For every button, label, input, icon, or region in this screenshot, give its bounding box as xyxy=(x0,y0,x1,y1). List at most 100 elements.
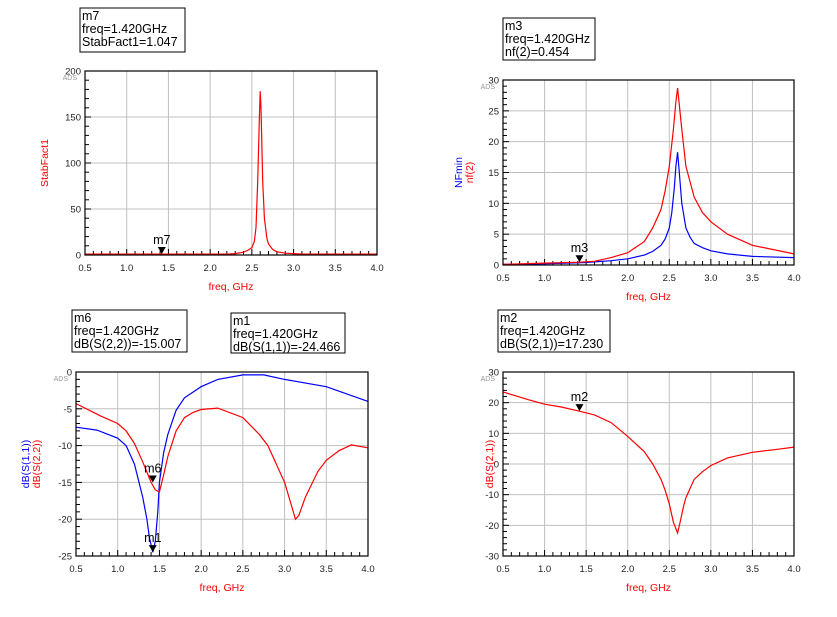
x-tick-label: 3.0 xyxy=(287,263,300,274)
x-tick-label: 0.5 xyxy=(69,564,82,575)
x-tick-label: 1.0 xyxy=(120,263,133,274)
x-tick-label: 3.5 xyxy=(329,263,342,274)
plot-frame xyxy=(75,371,369,557)
x-tick-label: 0.5 xyxy=(496,273,509,284)
ads-watermark: ADS xyxy=(481,376,496,383)
y-tick-label: 0 xyxy=(494,460,499,471)
y-tick-label: -15 xyxy=(58,478,72,489)
y-tick-label: 15 xyxy=(488,168,499,179)
y-axis-label: dB(S(1,1)) xyxy=(20,440,32,488)
y-tick-label: 0 xyxy=(494,261,499,272)
y-axis-label: dB(S(2,1)) xyxy=(484,440,496,488)
y-tick-label: -30 xyxy=(485,552,499,563)
marker-readout-line: m2 xyxy=(500,311,517,325)
marker-readout-line: StabFact1=1.047 xyxy=(82,35,178,49)
x-tick-label: 1.0 xyxy=(538,564,551,575)
ads-watermark: ADS xyxy=(481,84,496,91)
series-line-stabfact1 xyxy=(85,91,377,255)
x-tick-label: 1.5 xyxy=(153,564,166,575)
x-tick-label: 1.5 xyxy=(162,263,175,274)
marker-triangle-icon xyxy=(575,255,584,263)
y-tick-label: 0 xyxy=(76,251,81,262)
x-tick-label: 2.0 xyxy=(204,263,217,274)
series-line-db-s-1-1- xyxy=(75,374,369,553)
x-tick-label: 1.5 xyxy=(580,564,593,575)
x-tick-label: 3.5 xyxy=(746,273,759,284)
plot-frame xyxy=(84,70,378,256)
x-tick-label: 4.0 xyxy=(361,564,374,575)
x-tick-label: 0.5 xyxy=(496,564,509,575)
y-tick-label: 20 xyxy=(488,398,499,409)
plot-frame xyxy=(502,79,795,266)
x-tick-label: 2.5 xyxy=(663,564,676,575)
chart-4: 0.5 1.0 1.5 2.0 2.5 3.0 3.5 4.0 -30 -20 -10 0 10 20 30… xyxy=(481,309,801,594)
x-tick-label: 3.0 xyxy=(704,273,717,284)
marker-readout-box xyxy=(230,312,346,354)
marker-readout-box xyxy=(502,17,596,61)
marker-triangle-icon xyxy=(575,404,584,412)
y-axis-label: nf(2) xyxy=(464,162,476,184)
marker-readout-line: nf(2)=0.454 xyxy=(505,45,569,59)
marker-readout-line: freq=1.420GHz xyxy=(233,327,318,341)
y-tick-label: -25 xyxy=(58,552,72,563)
x-tick-label: 4.0 xyxy=(787,273,800,284)
ads-watermark: ADS xyxy=(54,376,69,383)
marker-readout-line: dB(S(1,1))=-24.466 xyxy=(233,340,340,354)
y-tick-label: -10 xyxy=(58,441,72,452)
y-tick-label: 25 xyxy=(488,106,499,117)
x-tick-label: 2.0 xyxy=(621,564,634,575)
marker-triangle-icon xyxy=(148,475,157,483)
series-line-db-s-2-1- xyxy=(502,391,795,536)
y-tick-label: 5 xyxy=(494,230,499,241)
y-tick-label: -20 xyxy=(485,521,499,532)
y-tick-label: 200 xyxy=(65,67,81,78)
marker-readout-box xyxy=(79,7,186,53)
x-axis-label: freq, GHz xyxy=(209,281,254,293)
x-tick-label: 4.0 xyxy=(370,263,383,274)
series-line-nfmin xyxy=(502,152,795,265)
x-tick-label: 2.5 xyxy=(236,564,249,575)
y-tick-label: -20 xyxy=(58,515,72,526)
x-tick-label: 3.5 xyxy=(320,564,333,575)
marker-readout-box xyxy=(71,309,188,353)
y-tick-label: 150 xyxy=(65,113,81,124)
chart-3: 0.5 1.0 1.5 2.0 2.5 3.0 3.5 4.0 -25 -20 -15 -10 -5 0A… xyxy=(20,309,375,594)
x-tick-label: 3.0 xyxy=(704,564,717,575)
marker-label: m6 xyxy=(144,461,161,475)
marker-readout-line: m6 xyxy=(74,311,91,325)
x-tick-label: 0.5 xyxy=(78,263,91,274)
x-axis-label: freq, GHz xyxy=(626,291,671,303)
y-tick-label: 10 xyxy=(488,429,499,440)
y-tick-label: -5 xyxy=(64,404,72,415)
plot-frame xyxy=(502,371,795,557)
marker-readout-line: freq=1.420GHz xyxy=(505,32,590,46)
marker-label: m2 xyxy=(571,390,588,404)
x-tick-label: 1.5 xyxy=(580,273,593,284)
marker-label: m3 xyxy=(571,241,588,255)
y-tick-label: 50 xyxy=(70,205,81,216)
x-tick-label: 4.0 xyxy=(787,564,800,575)
x-tick-label: 3.0 xyxy=(278,564,291,575)
marker-readout-line: m3 xyxy=(505,19,522,33)
x-tick-label: 2.5 xyxy=(245,263,258,274)
x-axis-label: freq, GHz xyxy=(200,582,245,594)
series-line-nf-2- xyxy=(502,87,795,265)
y-tick-label: 30 xyxy=(488,368,499,379)
x-tick-label: 3.5 xyxy=(746,564,759,575)
marker-readout-line: m1 xyxy=(233,314,250,328)
x-tick-label: 1.0 xyxy=(111,564,124,575)
marker-label: m1 xyxy=(144,531,161,545)
x-tick-label: 2.0 xyxy=(621,273,634,284)
ads-watermark: ADS xyxy=(63,75,78,82)
y-tick-label: 20 xyxy=(488,137,499,148)
marker-label: m7 xyxy=(153,233,170,247)
x-axis-label: freq, GHz xyxy=(626,582,671,594)
x-tick-label: 1.0 xyxy=(538,273,551,284)
marker-readout-line: m7 xyxy=(82,9,99,23)
marker-triangle-icon xyxy=(157,247,166,255)
marker-readout-line: freq=1.420GHz xyxy=(500,324,585,338)
x-tick-label: 2.5 xyxy=(663,273,676,284)
